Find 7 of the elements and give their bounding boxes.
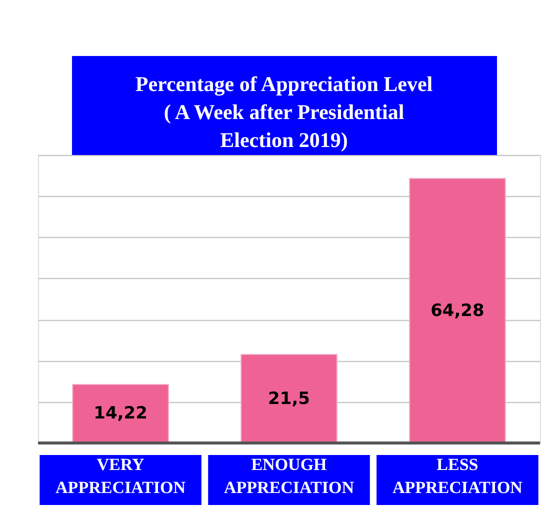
x-tick-label: VERY APPRECIATION (56, 455, 186, 497)
x-tick-label: LESS APPRECIATION (392, 455, 524, 497)
data-label: 14,22 (94, 404, 148, 424)
x-tick-label: ENOUGH APPRECIATION (224, 455, 355, 497)
data-label: 64,28 (430, 300, 484, 321)
data-label: 21,5 (268, 388, 310, 409)
chart-title: Percentage of Appreciation Level ( A Week after Presidential Election 2019) (135, 72, 433, 152)
